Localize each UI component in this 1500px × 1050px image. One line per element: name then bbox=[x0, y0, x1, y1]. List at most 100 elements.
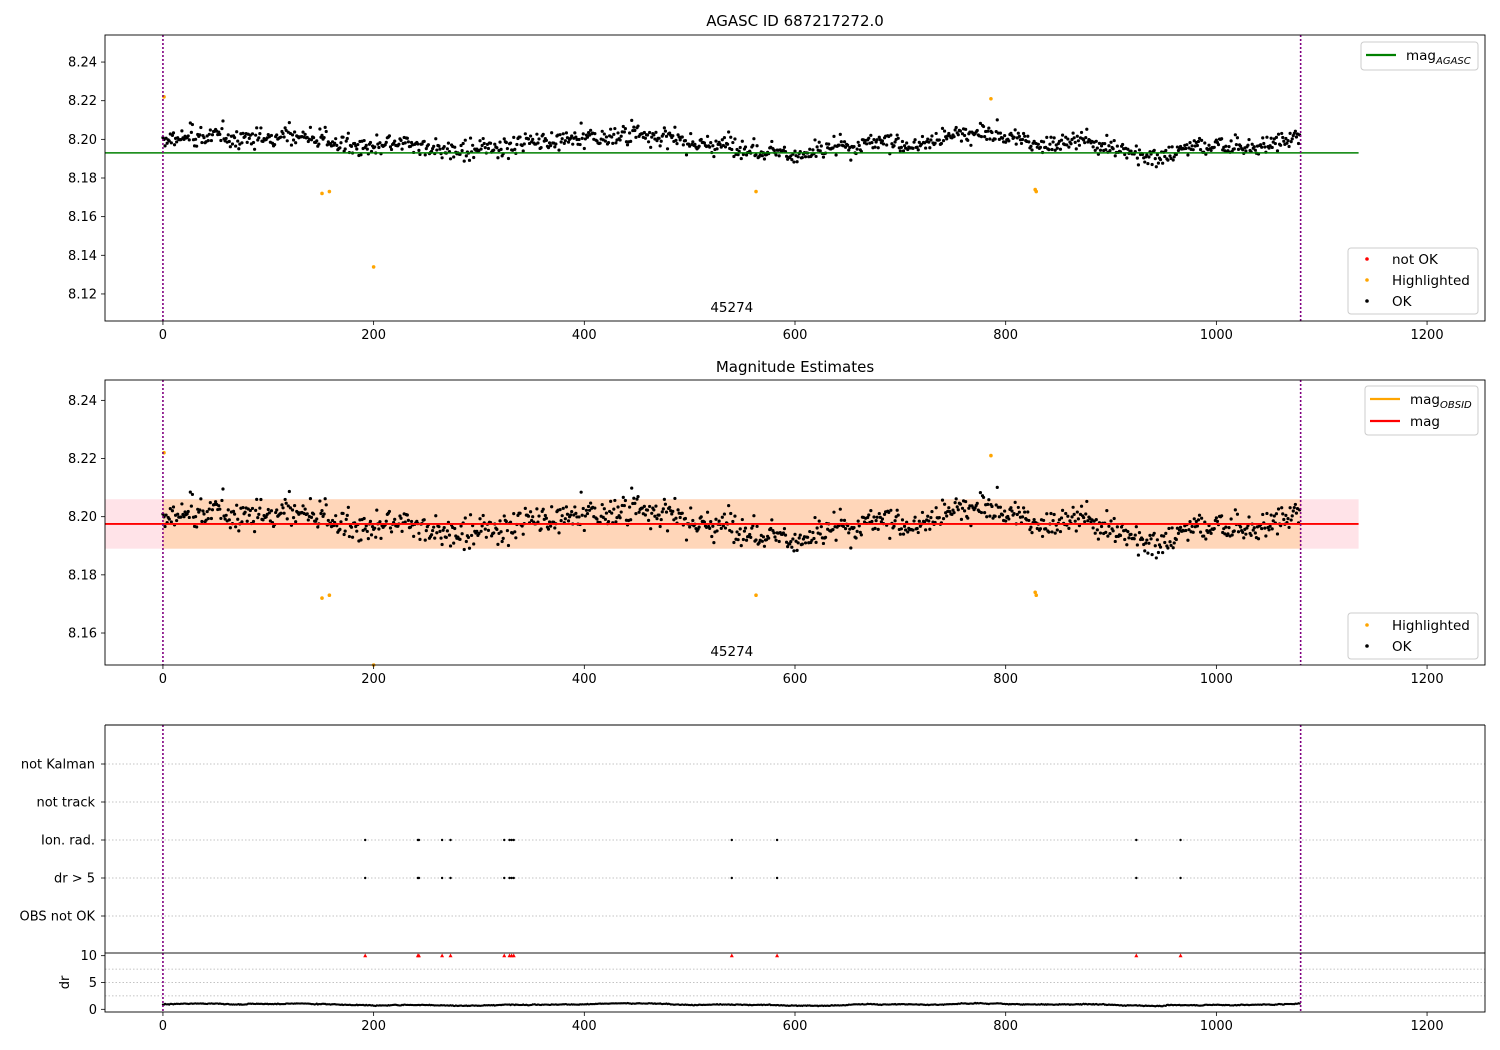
ok-point bbox=[1281, 135, 1285, 140]
ok-point bbox=[732, 154, 736, 159]
ok-point bbox=[777, 154, 781, 158]
ok-point bbox=[1265, 135, 1269, 139]
ok-point bbox=[1070, 515, 1074, 519]
ok-point bbox=[205, 509, 209, 514]
y-tick-label: 8.14 bbox=[68, 249, 97, 264]
ok-point bbox=[657, 513, 661, 517]
ok-point bbox=[742, 529, 747, 533]
ok-point bbox=[642, 130, 646, 135]
ok-point bbox=[1044, 527, 1048, 531]
ok-point bbox=[673, 496, 677, 501]
ok-point bbox=[345, 513, 349, 517]
ok-point bbox=[235, 503, 239, 507]
ok-point bbox=[1143, 160, 1147, 164]
dr-exceed-marker bbox=[1134, 953, 1139, 958]
ok-point bbox=[316, 525, 320, 529]
ok-point bbox=[873, 145, 877, 149]
ok-point bbox=[359, 538, 363, 542]
ok-point bbox=[1147, 541, 1151, 545]
ok-point bbox=[889, 508, 893, 512]
ok-point bbox=[234, 525, 238, 529]
x-tick-label: 600 bbox=[783, 1019, 808, 1034]
ok-point bbox=[440, 156, 444, 160]
ok-point bbox=[210, 133, 215, 137]
ok-point bbox=[928, 146, 932, 150]
ok-point bbox=[1288, 506, 1292, 510]
ok-point bbox=[699, 137, 703, 142]
ok-point bbox=[990, 504, 994, 509]
ok-point bbox=[384, 519, 388, 523]
ok-point bbox=[1253, 531, 1257, 535]
ok-point bbox=[1058, 147, 1063, 151]
ok-point bbox=[760, 154, 764, 158]
ok-point bbox=[1234, 142, 1238, 147]
ok-point bbox=[445, 529, 449, 533]
ok-point bbox=[1262, 141, 1266, 146]
ok-point bbox=[842, 518, 847, 522]
ok-point bbox=[199, 497, 203, 501]
ok-point bbox=[1129, 532, 1133, 536]
ok-point bbox=[468, 136, 473, 140]
ok-point bbox=[512, 512, 516, 516]
category-label: Ion. rad. bbox=[41, 834, 95, 849]
ok-point bbox=[240, 520, 244, 524]
ok-point bbox=[947, 131, 951, 136]
ok-point bbox=[1148, 533, 1152, 537]
ok-point bbox=[633, 501, 637, 505]
ok-point bbox=[1264, 534, 1268, 538]
ok-point bbox=[993, 137, 997, 141]
ok-point bbox=[220, 498, 224, 503]
ok-point bbox=[642, 504, 646, 508]
ok-point bbox=[187, 515, 191, 520]
ok-point bbox=[1208, 529, 1212, 533]
ok-point bbox=[843, 145, 848, 149]
ok-point bbox=[709, 141, 713, 145]
ok-point bbox=[1020, 137, 1025, 142]
ok-point bbox=[218, 507, 222, 511]
ok-point bbox=[954, 125, 958, 130]
ok-point bbox=[170, 509, 175, 513]
ok-point bbox=[308, 497, 313, 501]
ok-point bbox=[900, 139, 905, 144]
ok-point bbox=[699, 515, 703, 519]
ok-point bbox=[1065, 143, 1069, 147]
ok-point bbox=[189, 130, 193, 134]
ok-point bbox=[1267, 528, 1271, 532]
ok-point bbox=[783, 533, 788, 537]
x-tick-label: 0 bbox=[159, 672, 167, 687]
ok-point bbox=[1150, 552, 1154, 557]
ok-point bbox=[887, 510, 891, 515]
ok-point bbox=[403, 520, 407, 524]
ok-point bbox=[324, 503, 328, 507]
ok-point bbox=[508, 520, 513, 524]
ok-point bbox=[1099, 524, 1104, 529]
ok-point bbox=[954, 497, 958, 501]
ok-point bbox=[774, 538, 778, 542]
y-tick-label: 0 bbox=[89, 1003, 97, 1018]
ok-point bbox=[762, 157, 767, 161]
ok-point bbox=[665, 147, 670, 151]
ok-point bbox=[1007, 139, 1011, 143]
ok-point bbox=[827, 142, 831, 146]
ok-point bbox=[346, 505, 350, 510]
ok-point bbox=[1068, 519, 1072, 523]
ok-point bbox=[1053, 531, 1057, 535]
ok-point bbox=[531, 515, 535, 519]
flag-point bbox=[1179, 838, 1182, 842]
ok-point bbox=[1293, 129, 1297, 133]
ok-point bbox=[264, 515, 268, 519]
ok-point bbox=[437, 144, 441, 148]
ok-point bbox=[1147, 155, 1151, 159]
ok-point bbox=[1133, 533, 1137, 537]
ok-point bbox=[453, 526, 457, 531]
ok-point bbox=[623, 126, 627, 131]
ok-point bbox=[1282, 517, 1286, 522]
ok-point bbox=[606, 140, 611, 145]
ok-point bbox=[1074, 529, 1078, 533]
ok-point bbox=[906, 530, 910, 534]
ok-point bbox=[872, 515, 876, 519]
ok-point bbox=[754, 538, 758, 542]
ok-point bbox=[1184, 528, 1188, 533]
ok-point bbox=[916, 148, 920, 152]
ok-point bbox=[219, 138, 223, 143]
